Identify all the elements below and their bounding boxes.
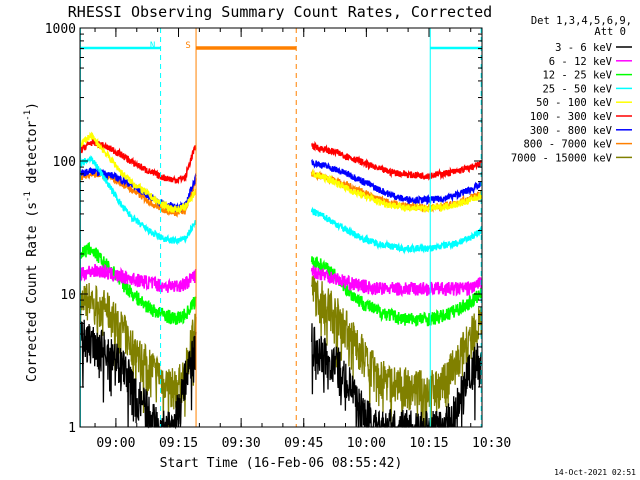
series-line-pre: [79, 241, 197, 325]
series-line-pre: [79, 155, 197, 246]
marker-label: S: [185, 41, 190, 51]
chart-title: RHESSI Observing Summary Count Rates, Co…: [68, 3, 492, 21]
series-25-50-kev: [79, 155, 482, 255]
x-tick-label: 09:00: [96, 436, 135, 451]
legend-label: 12 - 25 keV: [542, 70, 612, 82]
series-line-pre: [79, 131, 197, 214]
legend-label: 3 - 6 keV: [555, 42, 613, 54]
legend-label: 25 - 50 keV: [542, 83, 612, 95]
x-axis-label: Start Time (16-Feb-06 08:55:42): [160, 456, 403, 471]
y-tick-label: 1000: [45, 22, 76, 37]
legend-label: 800 - 7000 keV: [523, 139, 612, 151]
y-tick-label: 10: [60, 288, 76, 303]
y-tick-label: 1: [68, 421, 76, 436]
plot-frame: [79, 27, 483, 428]
x-tick-label: 09:45: [284, 436, 323, 451]
legend: Det 1,3,4,5,6,9,Att 0 3 - 6 keV 6 - 12 keV…: [511, 15, 632, 164]
series-line-post: [310, 206, 482, 255]
legend-label: 100 - 300 keV: [530, 111, 613, 123]
series-line-post: [310, 265, 482, 298]
svg-text:Corrected Count Rate (s-1 dete: Corrected Count Rate (s-1 detector-1): [23, 102, 40, 382]
marker-label: N: [150, 41, 155, 51]
legend-label: 300 - 800 keV: [530, 125, 613, 137]
footer-timestamp: 14-Oct-2021 02:51: [554, 468, 636, 477]
y-tick-label: 100: [53, 155, 76, 170]
series-7000-15000-kev: [79, 275, 482, 428]
legend-header: Det 1,3,4,5,6,9,: [531, 15, 632, 27]
series-line-post: [311, 158, 482, 206]
series-line-post: [311, 275, 482, 428]
legend-header: Att 0: [594, 26, 626, 38]
legend-label: 6 - 12 keV: [549, 56, 613, 68]
series-100-300-kev: [79, 137, 482, 185]
x-tick-label: 10:00: [347, 436, 386, 451]
series-line-pre: [79, 319, 197, 430]
legend-label: 7000 - 15000 keV: [511, 152, 613, 164]
series-6-12-kev: [79, 263, 482, 298]
series-50-100-kev: [79, 131, 482, 214]
x-tick-label: 10:15: [409, 436, 448, 451]
series-line-post: [311, 140, 482, 181]
series-line-post: [311, 168, 482, 213]
x-tick-label: 10:30: [472, 436, 511, 451]
legend-label: 50 - 100 keV: [536, 97, 613, 109]
series-line-pre: [79, 282, 197, 428]
x-tick-label: 09:30: [222, 436, 261, 451]
plot-area: N S 1 10 100 1000 09:00 09:15 09:30 09:45 10:00 10:…: [45, 22, 511, 451]
series-line-pre: [79, 166, 197, 213]
series-line-pre: [79, 263, 197, 293]
x-tick-label: 09:15: [159, 436, 198, 451]
y-axis-label: Corrected Count Rate (s-1 detector-1): [23, 102, 40, 382]
